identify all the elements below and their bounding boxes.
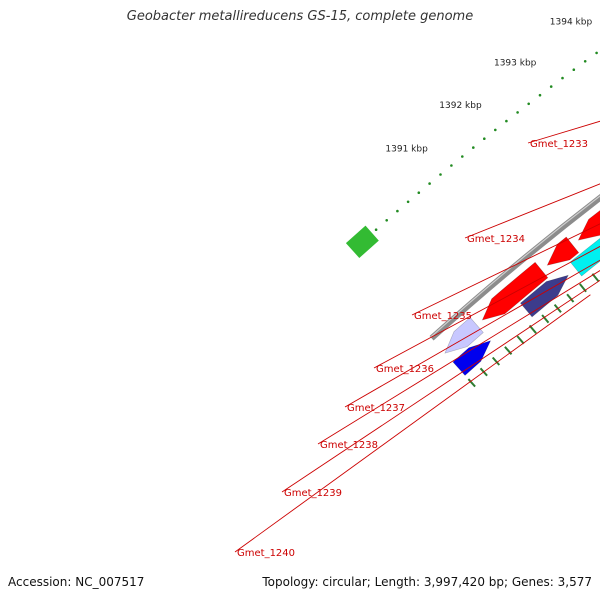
gene-arrow-forward[interactable] [481,261,549,321]
gene-label[interactable]: Gmet_1236 [376,364,434,375]
gene-leader-line [317,270,600,445]
ring-dot [396,209,399,213]
ring-dot [583,60,587,63]
gene-labels: Gmet_1233 Gmet_1234 Gmet_1235 Gmet_1236 Gmet… [234,120,600,559]
ring-dot [439,173,442,176]
ring-dot [385,219,389,222]
ring-dot [572,68,576,71]
gene-leader-line [344,259,600,408]
gene-label[interactable]: Gmet_1238 [320,440,378,451]
gene-features [345,195,600,376]
accession-label: Accession: NC_007517 [8,575,145,589]
tick-label: 1394 kbp [550,18,593,28]
gene-label[interactable]: Gmet_1239 [284,488,342,499]
gene-label[interactable]: Gmet_1234 [467,234,525,245]
gene-leader-line [464,183,600,239]
ring-dot [483,137,486,140]
inner-tick [491,356,501,366]
gene-arrow-reverse[interactable] [569,216,600,277]
inner-tick [566,293,575,303]
ring-dot [549,85,553,88]
gene-arrow-forward[interactable] [546,236,580,266]
gene-label[interactable]: Gmet_1240 [237,548,295,559]
gene-band-outer-green [345,225,379,258]
inner-tick [504,346,513,355]
ring-dot [494,128,497,132]
map-title: Geobacter metallireducens GS-15, complet… [126,9,474,24]
gene-arrow-forward[interactable] [577,195,600,241]
ring-dot [461,155,464,158]
ring-dot [516,111,519,114]
ring-dot [374,228,378,231]
gene-leader-line [234,294,591,553]
ring-dot [505,119,508,123]
tick-label: 1393 kbp [494,59,537,69]
ring-dot [538,93,542,97]
ring-dot [406,200,410,204]
gene-leader-line [281,279,600,493]
tick-label: 1391 kbp [385,145,428,155]
gene-leader-line [373,245,600,369]
gene-label[interactable]: Gmet_1233 [530,139,588,150]
inner-tick [467,378,476,388]
gene-arrow-reverse[interactable] [452,340,492,376]
gene-leader-line [411,223,600,316]
ring-dot [527,102,530,106]
ring-dot [417,191,421,194]
ring-dot [472,146,475,149]
genome-summary: Topology: circular; Length: 3,997,420 bp… [262,575,592,589]
ring-dot [450,164,453,167]
inner-tick [541,314,550,324]
gene-label[interactable]: Gmet_1235 [414,311,472,322]
ring-dot [595,51,598,55]
ring-dot [428,182,431,185]
tick-label: 1392 kbp [439,101,482,111]
inner-tick [516,335,525,345]
ring-dot [561,76,564,80]
